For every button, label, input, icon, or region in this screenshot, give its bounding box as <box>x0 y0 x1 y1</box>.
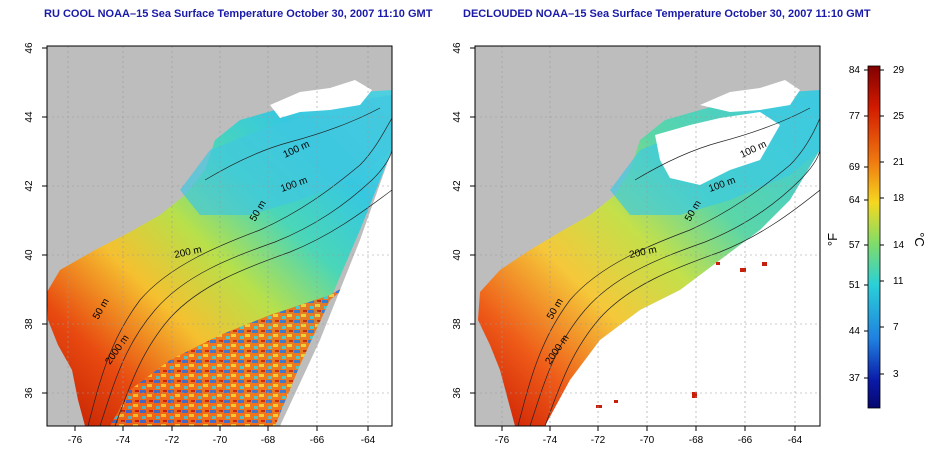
fahrenheit-unit-label: °F <box>825 232 841 247</box>
y-axis-ticks: 36 38 40 42 44 46 <box>24 42 47 399</box>
gulf-of-maine-cool <box>180 95 392 215</box>
grid-lines <box>47 46 392 426</box>
bathymetry-contours <box>87 107 392 426</box>
noisy-offshore-band <box>110 280 355 426</box>
svg-text:-66: -66 <box>738 435 753 446</box>
svg-text:44: 44 <box>24 111 35 123</box>
svg-text:-76: -76 <box>68 435 83 446</box>
left-map: 100 m 100 m 50 m 200 m 50 m 2000 m -76 -… <box>24 42 393 446</box>
grid-lines <box>475 46 820 426</box>
svg-text:-70: -70 <box>640 435 655 446</box>
svg-text:-72: -72 <box>165 435 180 446</box>
svg-text:37: 37 <box>849 373 861 384</box>
y-axis-ticks: 36 38 40 42 44 46 <box>452 42 475 399</box>
svg-text:40: 40 <box>24 249 35 261</box>
svg-text:46: 46 <box>24 42 35 54</box>
cloud-mask <box>270 80 372 118</box>
no-data-wedge <box>280 150 392 426</box>
svg-text:51: 51 <box>849 280 861 291</box>
svg-text:18: 18 <box>893 193 905 204</box>
svg-text:46: 46 <box>452 42 463 54</box>
svg-text:42: 42 <box>452 180 463 192</box>
svg-text:7: 7 <box>893 322 899 333</box>
svg-text:-64: -64 <box>361 435 376 446</box>
svg-text:14: 14 <box>893 240 905 251</box>
x-axis-ticks: -76 -74 -72 -70 -68 -66 -64 <box>68 426 376 446</box>
svg-text:-68: -68 <box>261 435 276 446</box>
cloud-mask <box>700 80 800 112</box>
svg-text:38: 38 <box>24 318 35 330</box>
svg-text:11: 11 <box>893 276 904 287</box>
svg-text:25: 25 <box>893 111 905 122</box>
svg-text:-66: -66 <box>310 435 325 446</box>
svg-text:77: 77 <box>849 111 861 122</box>
no-data-region <box>545 150 820 426</box>
svg-text:44: 44 <box>849 326 861 337</box>
svg-text:3: 3 <box>893 369 899 380</box>
bathymetry-contours <box>517 107 820 426</box>
svg-text:21: 21 <box>893 157 905 168</box>
right-map-title: DECLOUDED NOAA–15 Sea Surface Temperatur… <box>463 8 871 20</box>
svg-text:-74: -74 <box>543 435 558 446</box>
svg-text:-68: -68 <box>689 435 704 446</box>
right-map: 100 m 100 m 50 m 200 m 50 m 2000 m -76 -… <box>452 42 821 446</box>
svg-text:36: 36 <box>452 387 463 399</box>
svg-text:-72: -72 <box>591 435 606 446</box>
svg-text:-76: -76 <box>495 435 510 446</box>
svg-text:57: 57 <box>849 240 861 251</box>
colorbar-gradient <box>867 65 881 409</box>
svg-text:-64: -64 <box>788 435 803 446</box>
svg-text:38: 38 <box>452 318 463 330</box>
svg-text:29: 29 <box>893 65 905 76</box>
svg-text:-74: -74 <box>116 435 131 446</box>
svg-text:42: 42 <box>24 180 35 192</box>
svg-text:40: 40 <box>452 249 463 261</box>
left-map-title: RU COOL NOAA–15 Sea Surface Temperature … <box>44 8 433 20</box>
colorbar-fahrenheit-ticks: 84 77 69 64 57 51 44 37 <box>849 65 868 384</box>
svg-text:69: 69 <box>849 162 861 173</box>
scattered-warm-pixels <box>596 262 767 408</box>
svg-text:-70: -70 <box>213 435 228 446</box>
colorbar: 84 77 69 64 57 51 44 37 29 25 21 18 14 1… <box>849 65 905 409</box>
svg-text:64: 64 <box>849 195 861 206</box>
svg-text:84: 84 <box>849 65 861 76</box>
svg-text:44: 44 <box>452 111 463 123</box>
celsius-unit-label: °C <box>911 232 927 247</box>
svg-text:36: 36 <box>24 387 35 399</box>
cloud-mask <box>655 112 780 185</box>
colorbar-celsius-ticks: 29 25 21 18 14 11 7 3 <box>880 65 905 380</box>
x-axis-ticks: -76 -74 -72 -70 -68 -66 -64 <box>495 426 803 446</box>
